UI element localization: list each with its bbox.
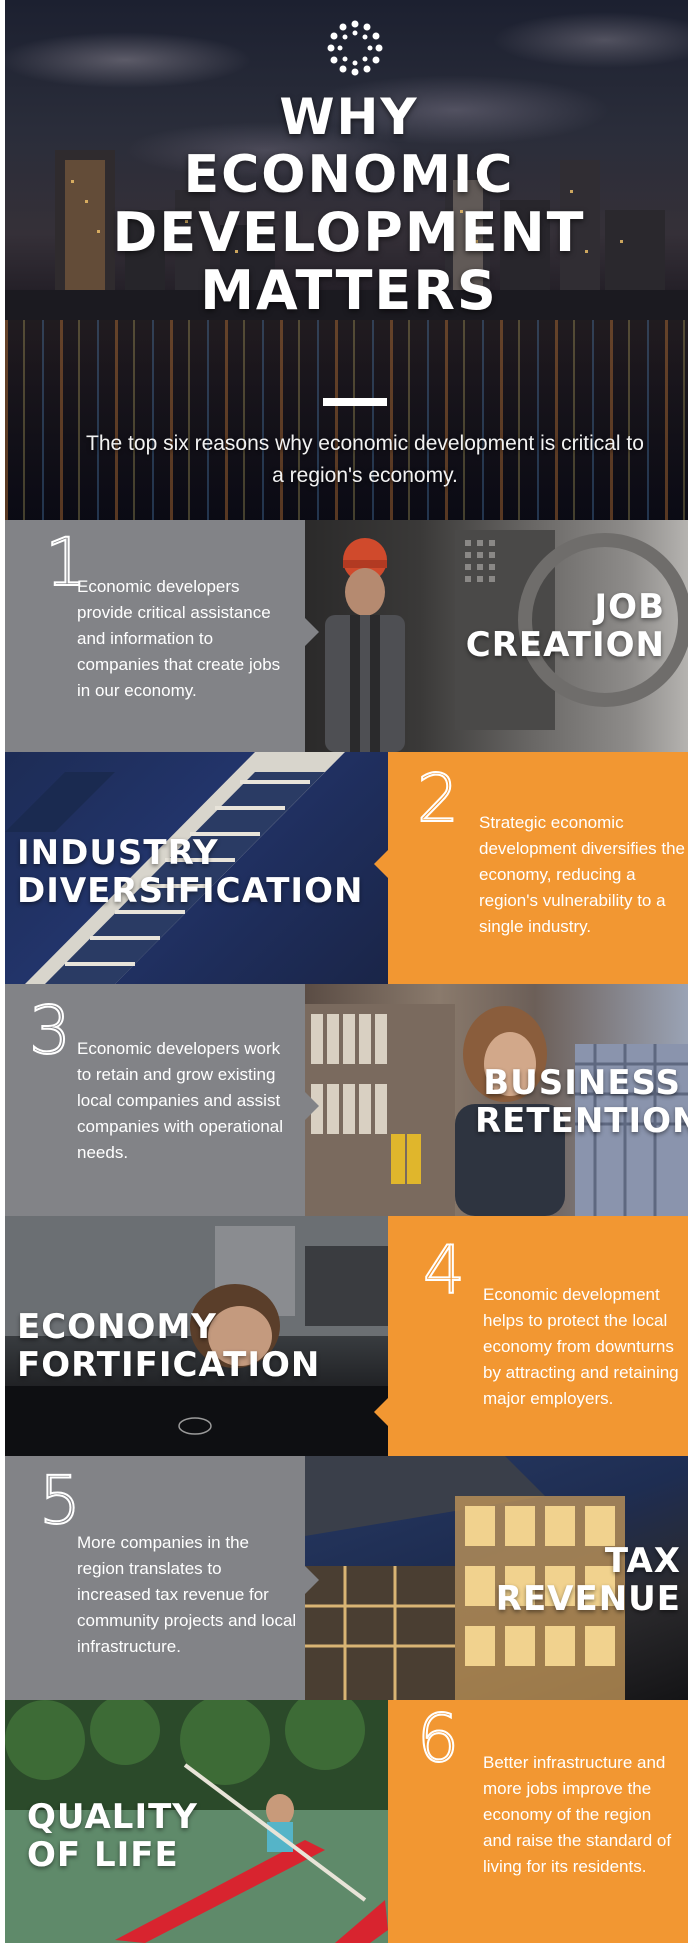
heading-line: CREATION	[465, 625, 665, 665]
pointer-arrow	[305, 1566, 319, 1594]
reason-number: 2	[416, 760, 460, 837]
dotted-circle-icon	[327, 20, 383, 76]
hero-banner: WHY ECONOMIC DEVELOPMENT MATTERS The top…	[5, 0, 688, 520]
page-title: WHY ECONOMIC DEVELOPMENT MATTERS	[5, 88, 688, 320]
title-divider	[323, 398, 387, 406]
reason-number: 4	[422, 1232, 466, 1309]
text-panel	[5, 520, 305, 752]
text-panel	[388, 752, 688, 984]
reason-description: Better infrastructure and more jobs impr…	[483, 1753, 672, 1876]
people-illustration	[305, 1004, 688, 1216]
heading-line: INDUSTRY	[17, 833, 219, 873]
reason-heading: QUALITY OF LIFE	[27, 1798, 198, 1874]
heading-line: OF LIFE	[27, 1835, 179, 1875]
heading-line: FORTIFICATION	[17, 1345, 321, 1385]
text-panel	[5, 1456, 305, 1700]
reason-number: 3	[28, 992, 72, 1069]
lake-reflection-image	[5, 320, 688, 520]
reason-heading: TAX REVENUE	[475, 1542, 681, 1618]
office-illustration	[5, 1216, 388, 1456]
title-line: MATTERS	[200, 259, 498, 322]
reason-description: More companies in the region translates …	[77, 1533, 297, 1656]
reason-description: Economic developers work to retain and g…	[77, 1039, 284, 1162]
reason-heading: BUSINESS RETENTION	[475, 1063, 688, 1141]
reason-quality-of-life: 6 Better infrastructure and more jobs im…	[5, 1700, 688, 1943]
night-sky-image	[5, 0, 688, 190]
reason-heading: INDUSTRY DIVERSIFICATION	[17, 834, 363, 910]
kayak-illustration	[5, 1700, 388, 1943]
heading-line: RETENTION	[475, 1101, 688, 1141]
page-subtitle: The top six reasons why economic develop…	[86, 432, 644, 487]
reason-tax-revenue: 5 More companies in the region translate…	[5, 1456, 688, 1700]
text-panel	[388, 1216, 688, 1456]
building-illustration	[5, 752, 345, 984]
reason-economy-fortification: 4 Economic development helps to protect …	[5, 1216, 688, 1456]
reason-number: 5	[38, 1462, 82, 1539]
heading-line: QUALITY	[27, 1797, 198, 1837]
pointer-arrow	[305, 618, 319, 646]
pointer-arrow	[374, 1398, 388, 1426]
building-illustration	[305, 1456, 625, 1700]
title-line: ECONOMIC	[183, 145, 515, 205]
title-line: WHY	[279, 88, 419, 146]
pointer-arrow	[374, 850, 388, 878]
reason-description: Economic development helps to protect th…	[483, 1285, 679, 1408]
title-line: DEVELOPMENT	[112, 201, 586, 264]
reason-industry-diversification: 2 Strategic economic development diversi…	[5, 752, 688, 984]
reason-number: 1	[44, 524, 88, 601]
reason-number: 6	[416, 1700, 460, 1777]
heading-line: JOB	[594, 587, 665, 627]
heading-line: TAX	[604, 1541, 681, 1581]
heading-line: BUSINESS	[483, 1063, 681, 1103]
text-panel	[5, 984, 305, 1216]
reason-description: Economic developers provide critical ass…	[77, 577, 281, 700]
reason-description: Strategic economic development diversifi…	[479, 813, 686, 936]
reason-business-retention: 3 Economic developers work to retain and…	[5, 984, 688, 1216]
worker-illustration	[325, 530, 688, 752]
reason-heading: JOB CREATION	[465, 588, 665, 664]
text-panel	[388, 1700, 688, 1943]
reason-heading: ECONOMY FORTIFICATION	[17, 1308, 320, 1384]
city-skyline-image	[5, 150, 688, 330]
pointer-arrow	[305, 1092, 319, 1120]
office-building-photo	[5, 752, 388, 984]
worker-photo	[305, 520, 688, 752]
kayaker-photo	[5, 1700, 388, 1943]
reason-job-creation: 1 Economic developers provide critical a…	[5, 520, 688, 752]
heading-line: DIVERSIFICATION	[17, 871, 364, 911]
office-people-photo	[305, 984, 688, 1216]
modern-building-photo	[305, 1456, 688, 1700]
heading-line: REVENUE	[495, 1579, 681, 1619]
heading-line: ECONOMY	[17, 1307, 217, 1347]
office-worker-photo	[5, 1216, 388, 1456]
